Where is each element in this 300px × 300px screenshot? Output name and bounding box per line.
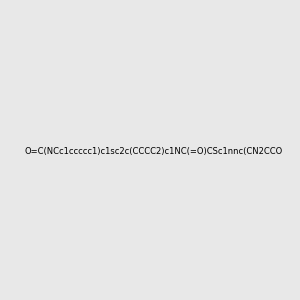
Text: O=C(NCc1ccccc1)c1sc2c(CCCC2)c1NC(=O)CSc1nnc(CN2CCO: O=C(NCc1ccccc1)c1sc2c(CCCC2)c1NC(=O)CSc1… xyxy=(25,147,283,156)
